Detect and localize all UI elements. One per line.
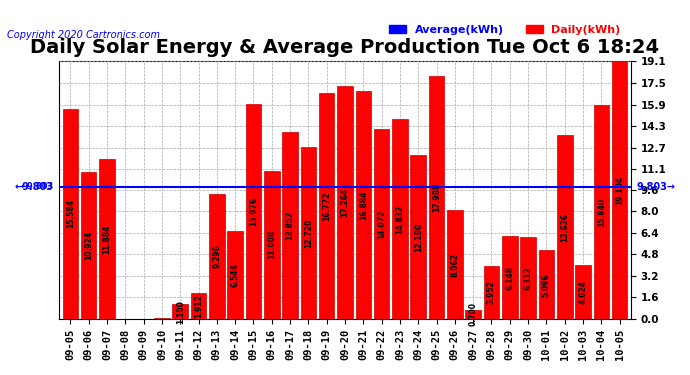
Text: ←9.803: ←9.803 (21, 182, 54, 191)
Text: 12.180: 12.180 (414, 222, 423, 252)
Bar (465, 310, 481, 319)
Bar (612, 62, 627, 319)
Bar (301, 147, 316, 319)
Text: 11.008: 11.008 (267, 230, 276, 260)
Text: 19.104: 19.104 (615, 176, 624, 205)
Bar (319, 93, 335, 319)
Bar (190, 293, 206, 319)
Bar (63, 109, 78, 319)
Text: 16.772: 16.772 (322, 191, 331, 220)
Text: 15.840: 15.840 (597, 198, 606, 227)
Bar (411, 155, 426, 319)
Bar (557, 135, 573, 319)
Text: 14.072: 14.072 (377, 210, 386, 239)
Text: 9.803→: 9.803→ (636, 182, 676, 192)
Text: 8.062: 8.062 (451, 253, 460, 277)
Bar (575, 265, 591, 319)
Text: 6.148: 6.148 (505, 266, 514, 290)
Text: 1.912: 1.912 (194, 294, 203, 318)
Text: 13.636: 13.636 (560, 213, 569, 242)
Bar (355, 91, 371, 319)
Bar (484, 266, 500, 319)
Text: 3.952: 3.952 (487, 280, 496, 304)
Text: 9.296: 9.296 (213, 244, 221, 268)
Bar (428, 76, 444, 319)
Text: 17.264: 17.264 (340, 188, 350, 217)
Bar (99, 159, 115, 319)
Bar (447, 210, 463, 319)
Legend: Average(kWh), Daily(kWh): Average(kWh), Daily(kWh) (384, 21, 625, 39)
Text: 16.884: 16.884 (359, 190, 368, 220)
Text: 10.924: 10.924 (84, 231, 93, 260)
Text: 12.720: 12.720 (304, 219, 313, 248)
Title: Daily Solar Energy & Average Production Tue Oct 6 18:24: Daily Solar Energy & Average Production … (30, 38, 660, 57)
Text: 5.096: 5.096 (542, 273, 551, 297)
Bar (282, 132, 298, 319)
Bar (209, 194, 225, 319)
Bar (172, 304, 188, 319)
Bar (337, 86, 353, 319)
Bar (593, 105, 609, 319)
Text: Copyright 2020 Cartronics.com: Copyright 2020 Cartronics.com (7, 30, 160, 39)
Bar (81, 172, 97, 319)
Text: 14.832: 14.832 (395, 204, 404, 234)
Text: 6.112: 6.112 (524, 266, 533, 290)
Text: 1.100: 1.100 (176, 300, 185, 324)
Bar (392, 119, 408, 319)
Text: 0.700: 0.700 (469, 302, 477, 326)
Bar (520, 237, 536, 319)
Text: 6.544: 6.544 (230, 263, 239, 287)
Bar (502, 236, 518, 319)
Bar (539, 250, 554, 319)
Text: 15.976: 15.976 (249, 197, 258, 226)
Bar (227, 231, 243, 319)
Text: 17.988: 17.988 (432, 183, 441, 213)
Bar (374, 129, 389, 319)
Text: 11.884: 11.884 (102, 224, 112, 254)
Text: 15.584: 15.584 (66, 200, 75, 228)
Text: 4.024: 4.024 (578, 280, 588, 304)
Bar (246, 104, 262, 319)
Text: 13.852: 13.852 (286, 211, 295, 240)
Bar (154, 318, 170, 319)
Bar (264, 171, 279, 319)
Text: ←9.803: ←9.803 (14, 182, 54, 192)
